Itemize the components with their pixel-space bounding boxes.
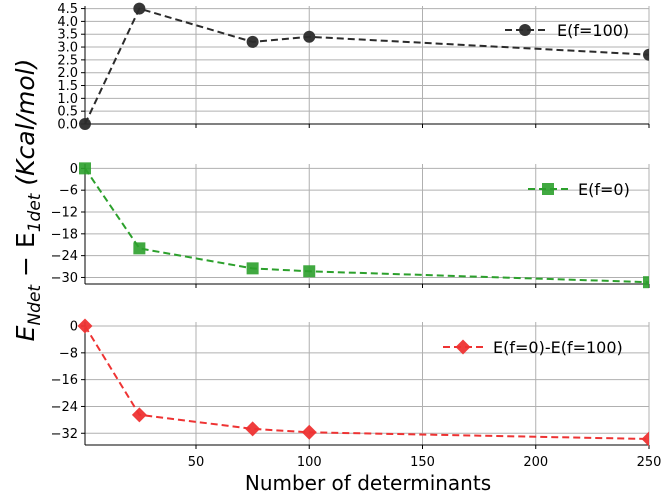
series-diamond <box>77 318 649 447</box>
ylabel-main: E <box>11 325 40 341</box>
y-tick-label: 4.5 <box>57 2 78 17</box>
series-circle <box>79 2 649 130</box>
series-line <box>84 325 649 440</box>
x-axis-label: Number of determinants <box>245 471 491 492</box>
legend: E(f=100) <box>505 21 629 40</box>
y-tick-label: −8 <box>59 346 78 361</box>
data-point-marker <box>133 242 146 255</box>
y-tick-label: 4.0 <box>57 15 78 30</box>
x-tick-label: 50 <box>188 455 205 470</box>
data-point-marker <box>131 407 147 423</box>
ylabel-unit: (Kcal/mol) <box>11 59 40 194</box>
y-tick-label: 1.0 <box>57 92 78 107</box>
data-point-marker <box>133 2 146 15</box>
y-tick-label: −12 <box>51 206 78 221</box>
data-point-marker <box>519 24 531 36</box>
legend-label: E(f=100) <box>557 21 629 40</box>
y-tick-label: 3.5 <box>57 28 78 43</box>
y-tick-label: −32 <box>51 427 78 442</box>
data-point-marker <box>303 265 316 278</box>
y-tick-label: −16 <box>51 373 78 388</box>
data-point-marker <box>245 421 261 437</box>
data-point-marker <box>301 424 317 440</box>
panel-1: 0.00.51.01.52.02.53.03.54.04.5 E(f=100) <box>57 2 650 133</box>
y-tick-label: 2.0 <box>57 66 78 81</box>
data-point-marker <box>77 318 93 334</box>
data-point-marker <box>79 118 91 130</box>
y-tick-label: −6 <box>59 184 78 199</box>
legend-label: E(f=0)-E(f=100) <box>493 338 623 357</box>
x-tick-label: 250 <box>637 455 662 470</box>
x-tick-label: 100 <box>297 455 322 470</box>
data-point-marker <box>79 162 91 175</box>
data-point-marker <box>246 35 259 48</box>
y-tick-label: 2.5 <box>57 53 78 68</box>
data-point-marker <box>246 262 259 275</box>
legend: E(f=0)-E(f=100) <box>443 338 623 357</box>
ylabel-sub1: Ndet <box>25 284 45 326</box>
data-point-marker <box>542 183 554 195</box>
data-point-marker <box>643 276 649 289</box>
legend-label: E(f=0) <box>578 180 630 199</box>
series-square <box>79 162 649 289</box>
y-tick-label: −30 <box>51 271 78 286</box>
data-point-marker <box>641 431 649 447</box>
data-point-marker <box>303 30 316 43</box>
y-tick-label: −18 <box>51 227 78 242</box>
y-tick-label: 0.0 <box>57 118 78 133</box>
y-tick-label: 3.0 <box>57 41 78 56</box>
y-tick-label: 1.5 <box>57 79 78 94</box>
y-tick-label: 0.5 <box>57 105 78 120</box>
x-tick-label: 200 <box>523 455 548 470</box>
ylabel-minus: − E <box>11 232 40 285</box>
panel-2: 0 −6 −12 −18 −24 −30 E(f=0) <box>51 162 650 289</box>
ylabel-sub2: 1det <box>25 192 45 232</box>
y-tick-label: −24 <box>51 249 78 264</box>
y-tick-label: 0 <box>70 162 78 177</box>
y-tick-label: −24 <box>51 400 78 415</box>
y-tick-label: 0 <box>70 320 78 335</box>
x-tick-label: 150 <box>410 455 435 470</box>
legend: E(f=0) <box>528 180 630 199</box>
data-point-marker <box>643 48 649 61</box>
y-axis-label: ENdet − E1det (Kcal/mol) <box>11 59 45 342</box>
panel-3: 0 −8 −16 −24 −32 E(f=0)-E(f=100) <box>51 318 650 449</box>
series-line <box>84 167 649 284</box>
data-point-marker <box>455 339 471 355</box>
